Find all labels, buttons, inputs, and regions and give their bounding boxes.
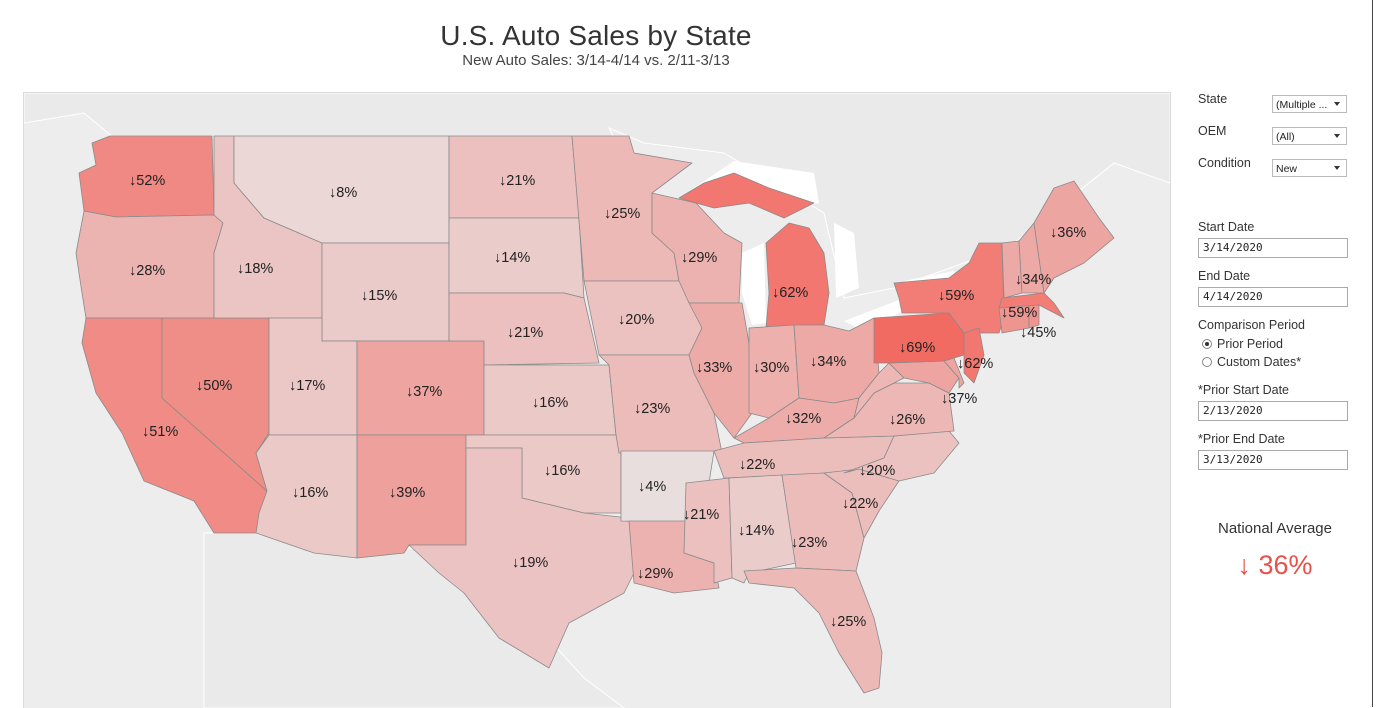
- page-subtitle: New Auto Sales: 3/14-4/14 vs. 2/11-3/13: [462, 52, 730, 69]
- state-label-wa: ↓52%: [129, 173, 165, 189]
- state-nc[interactable]: [843, 430, 960, 482]
- end-date-input[interactable]: 4/14/2020: [1198, 287, 1348, 307]
- state-label-in: ↓30%: [753, 360, 789, 376]
- state-label-ct: ↓45%: [1020, 325, 1056, 341]
- state-label-la: ↓29%: [637, 566, 673, 582]
- state-ne[interactable]: [448, 292, 600, 366]
- national-average-label: National Average: [1218, 520, 1332, 537]
- state-label-mn: ↓25%: [604, 206, 640, 222]
- page-title: U.S. Auto Sales by State: [440, 20, 752, 51]
- state-label-tn: ↓22%: [739, 457, 775, 473]
- state-label-wy: ↓15%: [361, 288, 397, 304]
- state-label-oh: ↓34%: [810, 354, 846, 370]
- state-label-ma: ↓59%: [1001, 305, 1037, 321]
- state-label-ne: ↓21%: [507, 325, 543, 341]
- state-label-sc: ↓22%: [842, 496, 878, 512]
- state-label-mi: ↓62%: [772, 285, 808, 301]
- state-label-me: ↓36%: [1050, 225, 1086, 241]
- state-label-nj: ↓62%: [957, 356, 993, 372]
- state-label-va: ↓26%: [889, 412, 925, 428]
- oem-filter-label: OEM: [1198, 124, 1227, 138]
- state-filter-dropdown[interactable]: (Multiple ...: [1272, 95, 1347, 113]
- start-date-input[interactable]: 3/14/2020: [1198, 238, 1348, 258]
- state-label-wi: ↓29%: [681, 250, 717, 266]
- state-labels: ↓52% ↓28% ↓51% ↓50% ↓18% ↓8% ↓15% ↓17% ↓16% ↓37% ↓…: [129, 173, 1086, 630]
- national-average-value: ↓ 36%: [1185, 550, 1365, 581]
- state-label-mt: ↓8%: [329, 185, 357, 201]
- state-label-ky: ↓32%: [785, 411, 821, 427]
- state-nj[interactable]: [963, 327, 985, 384]
- state-label-sd: ↓14%: [494, 250, 530, 266]
- lake-erie: [844, 298, 909, 331]
- condition-filter-dropdown[interactable]: New: [1272, 159, 1347, 177]
- chevron-down-icon: [1334, 166, 1340, 170]
- state-label-tx: ↓19%: [512, 555, 548, 571]
- national-average-percent: 36%: [1258, 550, 1313, 580]
- state-label-ga: ↓23%: [791, 535, 827, 551]
- condition-filter-value: New: [1276, 163, 1298, 175]
- radio-custom-dates[interactable]: Custom Dates*: [1202, 355, 1301, 369]
- state-mi[interactable]: [678, 172, 830, 329]
- state-tx[interactable]: [408, 447, 635, 669]
- radio-custom-dates-label: Custom Dates*: [1217, 355, 1302, 369]
- state-label-az: ↓16%: [292, 485, 328, 501]
- state-label-nm: ↓39%: [389, 485, 425, 501]
- window-edge: [1372, 0, 1373, 707]
- radio-prior-period-label: Prior Period: [1217, 337, 1283, 351]
- map-svg: ↓52% ↓28% ↓51% ↓50% ↓18% ↓8% ↓15% ↓17% ↓16% ↓37% ↓…: [24, 93, 1170, 708]
- state-me[interactable]: [1033, 180, 1115, 294]
- state-label-md: ↓37%: [941, 391, 977, 407]
- prior-start-date-label: *Prior Start Date: [1198, 383, 1290, 397]
- down-arrow-icon: ↓: [1237, 550, 1251, 580]
- state-label-nd: ↓21%: [499, 173, 535, 189]
- state-label-al: ↓14%: [738, 523, 774, 539]
- chevron-down-icon: [1334, 134, 1340, 138]
- oem-filter-value: (All): [1276, 131, 1295, 143]
- state-il[interactable]: [688, 302, 753, 439]
- end-date-label: End Date: [1198, 269, 1251, 283]
- state-label-il: ↓33%: [696, 360, 732, 376]
- state-label-nv: ↓50%: [196, 378, 232, 394]
- state-label-nc: ↓20%: [859, 463, 895, 479]
- state-filter-value: (Multiple ...: [1276, 99, 1328, 111]
- prior-end-date-input[interactable]: 3/13/2020: [1198, 450, 1348, 470]
- state-label-nh: ↓34%: [1015, 272, 1051, 288]
- radio-prior-period[interactable]: Prior Period: [1202, 337, 1283, 351]
- state-label-pa: ↓69%: [899, 340, 935, 356]
- state-label-ok: ↓16%: [544, 463, 580, 479]
- oem-filter-dropdown[interactable]: (All): [1272, 127, 1347, 145]
- state-wv[interactable]: [853, 362, 905, 419]
- state-label-mo: ↓23%: [634, 401, 670, 417]
- state-label-id: ↓18%: [237, 261, 273, 277]
- state-label-ut: ↓17%: [289, 378, 325, 394]
- chevron-down-icon: [1334, 102, 1340, 106]
- state-label-ny: ↓59%: [938, 288, 974, 304]
- state-fl[interactable]: [743, 567, 883, 694]
- state-label-fl: ↓25%: [830, 614, 866, 630]
- canada-region: [24, 93, 1170, 299]
- lake-huron: [834, 223, 859, 298]
- radio-unselected-icon: [1202, 357, 1212, 367]
- state-label-ks: ↓16%: [532, 395, 568, 411]
- state-vt[interactable]: [1001, 240, 1023, 299]
- start-date-label: Start Date: [1198, 220, 1255, 234]
- state-label-or: ↓28%: [129, 263, 165, 279]
- prior-end-date-label: *Prior End Date: [1198, 432, 1285, 446]
- state-label-ms: ↓21%: [683, 507, 719, 523]
- state-polygons: [75, 135, 1115, 694]
- condition-filter-label: Condition: [1198, 156, 1251, 170]
- comparison-period-label: Comparison Period: [1198, 318, 1305, 332]
- prior-start-date-input[interactable]: 2/13/2020: [1198, 401, 1348, 421]
- state-filter-label: State: [1198, 92, 1228, 106]
- us-state-map[interactable]: ↓52% ↓28% ↓51% ↓50% ↓18% ↓8% ↓15% ↓17% ↓16% ↓37% ↓…: [23, 92, 1171, 708]
- state-label-ia: ↓20%: [618, 312, 654, 328]
- state-label-ar: ↓4%: [638, 479, 666, 495]
- radio-selected-icon: [1202, 339, 1212, 349]
- lake-michigan: [742, 243, 766, 325]
- state-label-ca: ↓51%: [142, 424, 178, 440]
- state-label-co: ↓37%: [406, 384, 442, 400]
